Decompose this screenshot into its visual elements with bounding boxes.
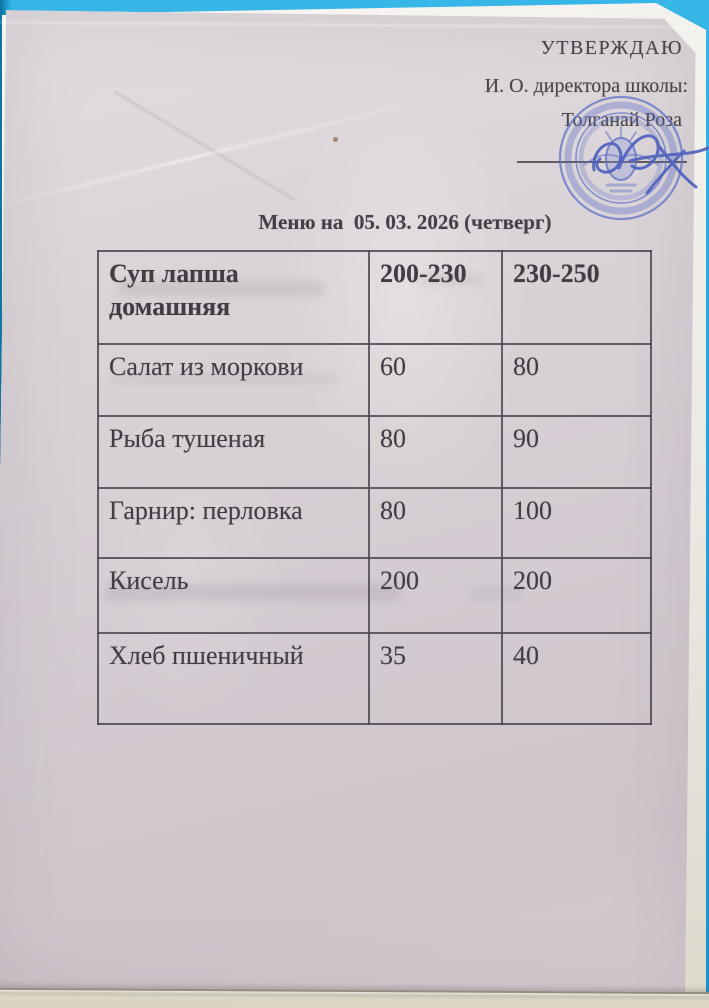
menu-title: Меню на 05. 03. 2026 (четверг)	[258, 210, 552, 234]
portion-cell: 200	[368, 557, 503, 634]
menu-table: Суп лапша домашняя 200-230 230-250 Салат…	[97, 250, 652, 725]
portion-cell: 40	[501, 632, 652, 725]
portion-cell: 60	[368, 343, 503, 417]
portion-cell: 80	[368, 415, 503, 489]
portion-cell: 35	[368, 632, 503, 725]
handwritten-signature	[572, 112, 709, 207]
dish-cell: Салат из моркови	[97, 343, 370, 417]
portion-cell: 90	[501, 415, 652, 489]
dish-cell: Рыба тушеная	[97, 415, 370, 489]
table-row: Рыба тушеная 80 90	[97, 415, 652, 489]
table-row: Суп лапша домашняя 200-230 230-250	[97, 250, 652, 345]
portion-cell: 80	[501, 343, 652, 417]
table-row: Гарнир: перловка 80 100	[97, 487, 652, 559]
portion-cell: 200-230	[368, 250, 503, 345]
dish-cell: Гарнир: перловка	[97, 487, 370, 559]
director-role-line: И. О. директора школы:	[484, 75, 688, 97]
dish-cell: Суп лапша домашняя	[97, 250, 370, 345]
paper-speck	[333, 137, 338, 142]
dish-cell: Хлеб пшеничный	[97, 632, 370, 725]
dish-cell: Кисель	[97, 557, 370, 634]
approval-heading: УТВЕРЖДАЮ	[540, 37, 683, 59]
portion-cell: 230-250	[501, 250, 652, 345]
signature-line	[517, 161, 687, 163]
portion-cell: 200	[501, 557, 652, 634]
table-row: Салат из моркови 60 80	[97, 343, 652, 417]
portion-cell: 100	[501, 487, 652, 559]
portion-cell: 80	[368, 487, 503, 559]
table-row: Хлеб пшеничный 35 40	[97, 632, 652, 725]
table-row: Кисель 200 200	[97, 557, 652, 634]
table-edge-strip	[0, 987, 709, 1008]
